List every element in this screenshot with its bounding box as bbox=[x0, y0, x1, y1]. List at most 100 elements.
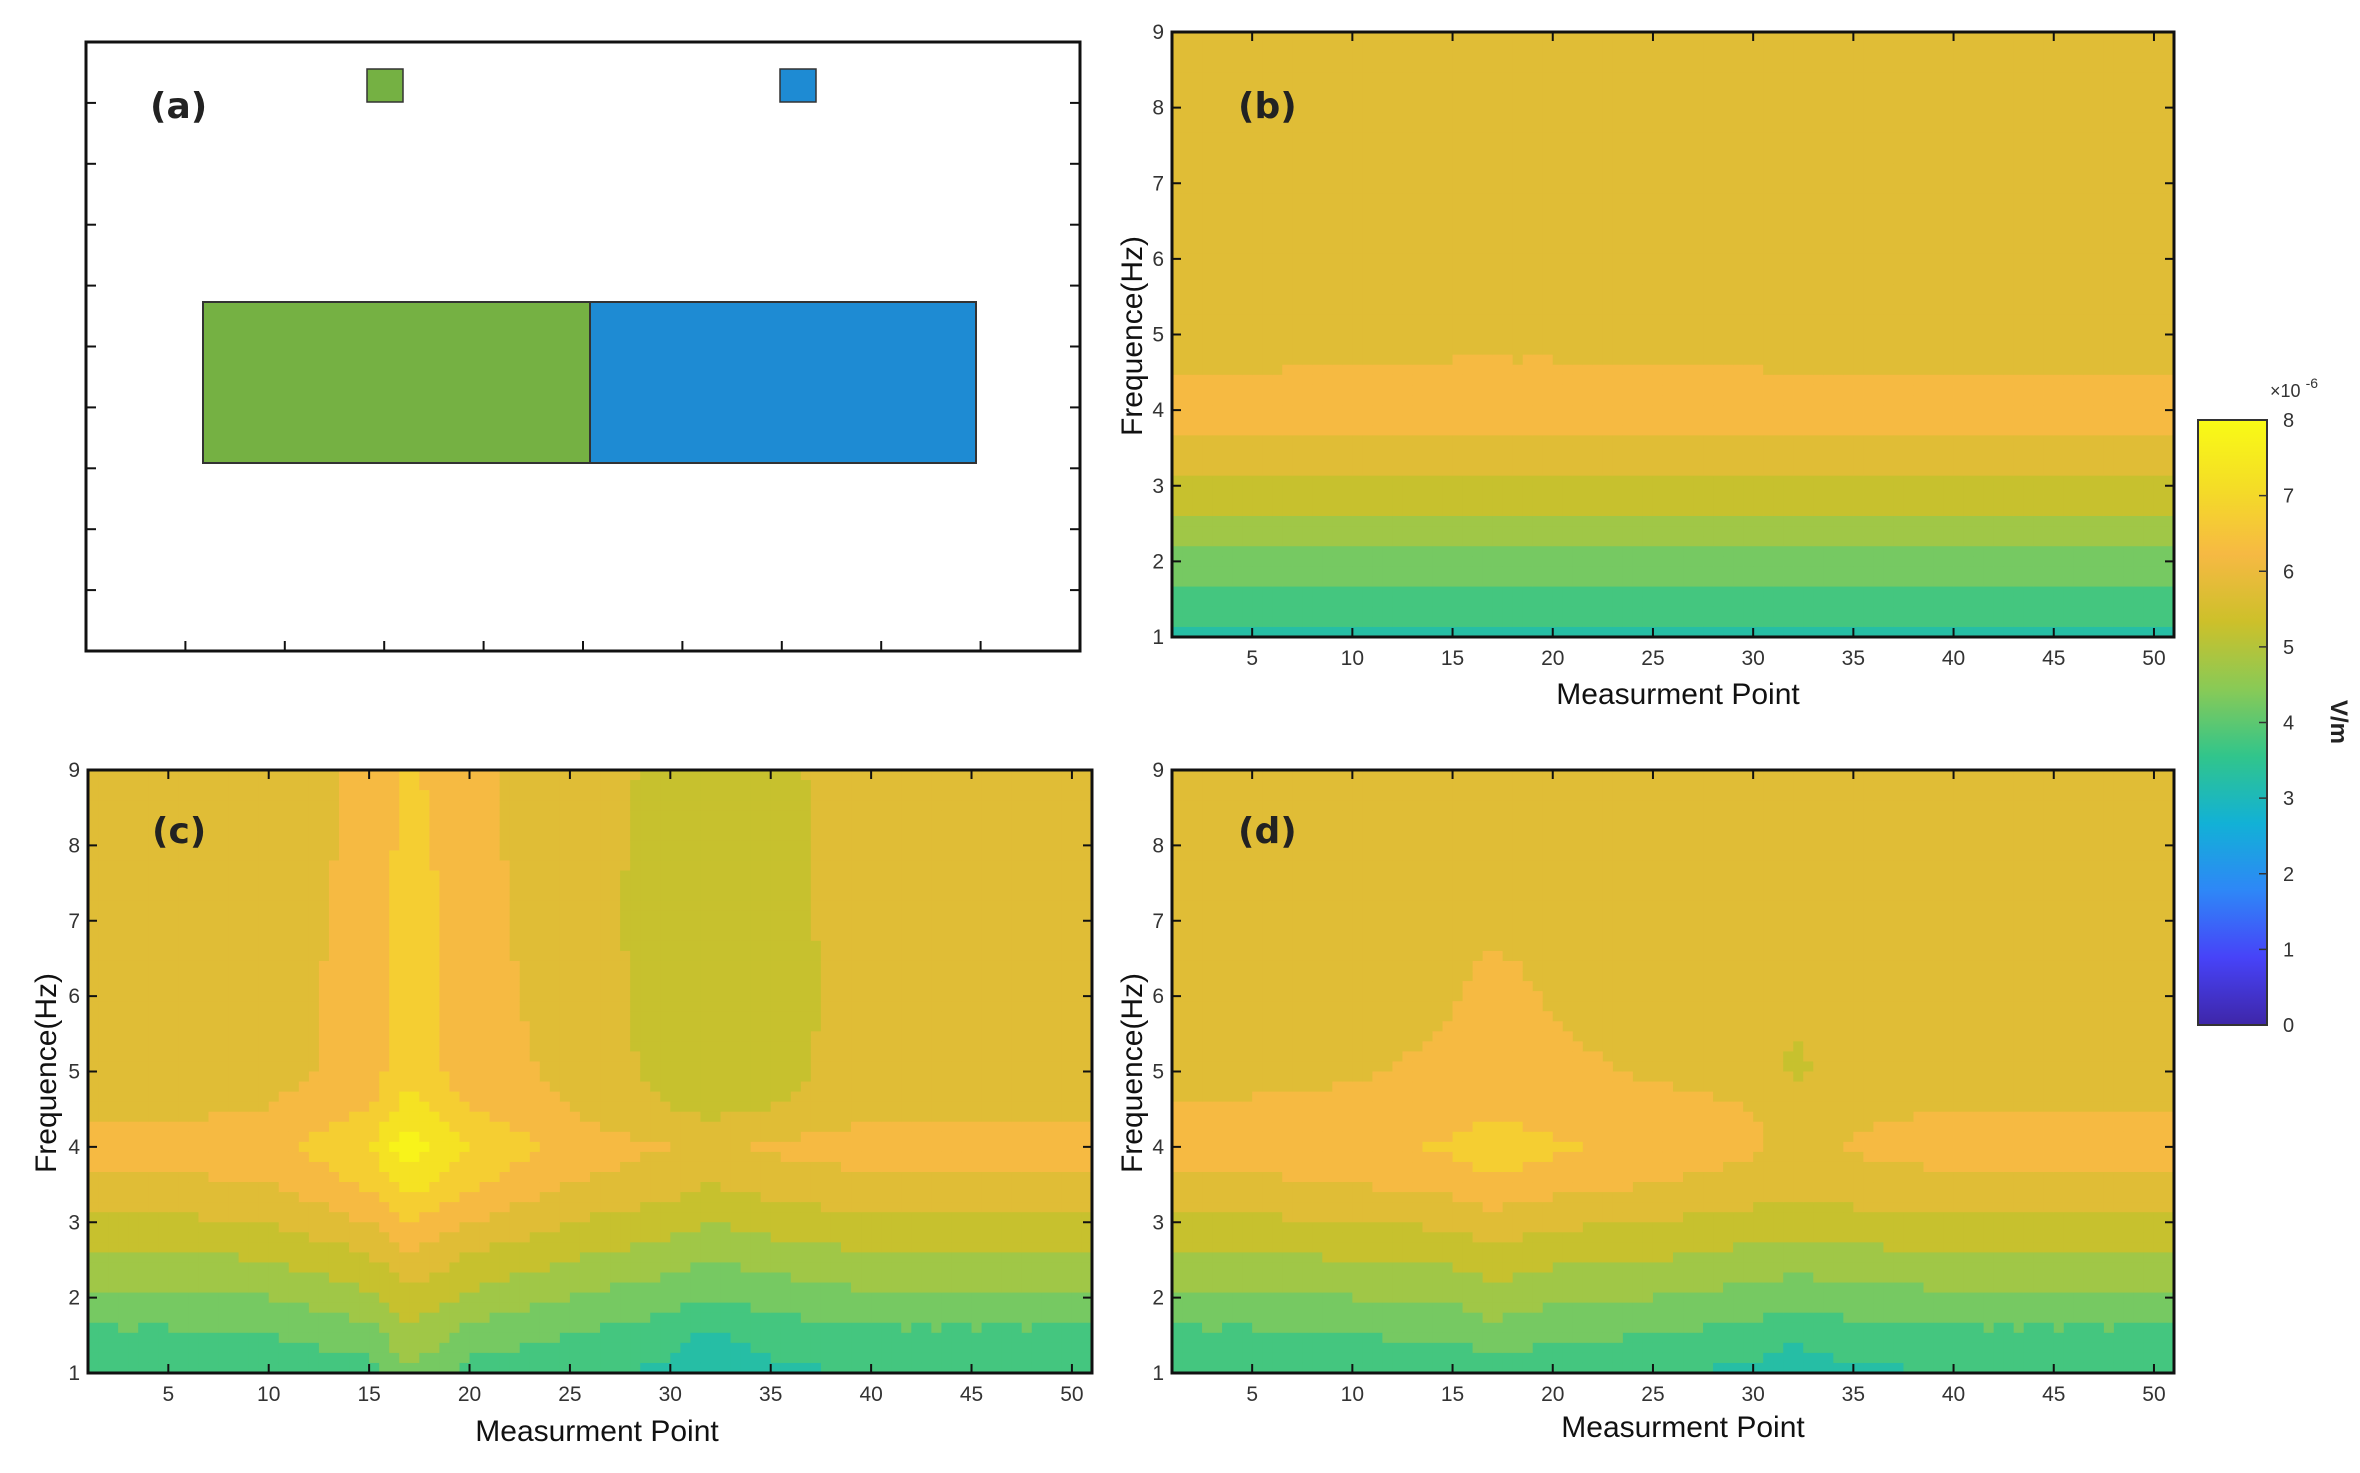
heatmap-cell bbox=[1222, 364, 1233, 376]
heatmap-cell bbox=[1572, 233, 1584, 245]
heatmap-cell bbox=[1332, 445, 1343, 457]
heatmap-cell bbox=[1863, 445, 1874, 457]
heatmap-cell bbox=[1282, 425, 1293, 436]
heatmap-cell bbox=[1212, 415, 1223, 426]
heatmap-cell bbox=[1302, 153, 1313, 164]
heatmap-cell bbox=[1332, 62, 1343, 73]
heatmap-cell bbox=[1703, 606, 1714, 618]
heatmap-cell bbox=[1863, 253, 1874, 265]
heatmap-cell bbox=[1863, 425, 1874, 436]
heatmap-cell bbox=[1292, 384, 1303, 396]
heatmap-cell bbox=[1893, 132, 1905, 144]
heatmap-cell bbox=[1873, 92, 1885, 104]
heatmap-cell bbox=[1743, 495, 1754, 507]
heatmap-cell bbox=[1462, 132, 1474, 144]
heatmap-cell bbox=[1923, 465, 1935, 477]
heatmap-cell bbox=[1412, 112, 1424, 124]
heatmap-cell bbox=[1833, 153, 1844, 164]
heatmap-cell bbox=[1683, 415, 1694, 426]
heatmap-cell bbox=[1853, 132, 1864, 144]
heatmap-cell bbox=[1913, 284, 1925, 295]
heatmap-cell bbox=[1172, 122, 1183, 134]
heatmap-cell bbox=[1773, 395, 1784, 406]
heatmap-cell bbox=[1693, 415, 1704, 426]
heatmap-cell bbox=[1322, 626, 1333, 638]
heatmap-cell bbox=[1873, 203, 1885, 215]
heatmap-cell bbox=[1993, 72, 2005, 84]
heatmap-cell bbox=[1182, 92, 1193, 104]
heatmap-cell bbox=[1632, 294, 1644, 305]
heatmap-cell bbox=[1773, 374, 1784, 386]
heatmap-cell bbox=[1272, 526, 1283, 537]
heatmap-cell bbox=[1292, 556, 1303, 568]
heatmap-cell bbox=[1632, 596, 1644, 608]
heatmap-cell bbox=[1713, 344, 1724, 356]
heatmap-cell bbox=[1973, 606, 1985, 618]
heatmap-cell bbox=[1192, 435, 1203, 447]
heatmap-cell bbox=[1622, 586, 1634, 598]
heatmap-cell bbox=[1703, 233, 1714, 245]
heatmap-cell bbox=[1512, 395, 1524, 406]
heatmap-cell bbox=[1482, 92, 1494, 104]
heatmap-cell bbox=[1673, 122, 1684, 134]
heatmap-cell bbox=[1622, 92, 1634, 104]
heatmap-cell bbox=[1903, 425, 1915, 436]
heatmap-cell bbox=[1572, 516, 1584, 527]
heatmap-cell bbox=[1502, 314, 1514, 326]
heatmap-cell bbox=[1192, 294, 1203, 305]
heatmap-cell bbox=[1482, 253, 1494, 265]
heatmap-cell bbox=[1803, 546, 1814, 557]
heatmap-cell bbox=[1172, 82, 1183, 94]
heatmap-cell bbox=[1763, 495, 1774, 507]
heatmap-cell bbox=[1793, 112, 1804, 124]
heatmap-cell bbox=[1642, 233, 1654, 245]
heatmap-cell bbox=[1803, 284, 1814, 295]
heatmap-cell bbox=[1823, 616, 1834, 628]
heatmap-cell bbox=[1182, 566, 1193, 578]
heatmap-cell bbox=[1993, 102, 2005, 114]
heatmap-cell bbox=[1192, 415, 1203, 426]
heatmap-cell bbox=[1943, 516, 1955, 527]
heatmap-cell bbox=[1362, 142, 1373, 154]
heatmap-cell bbox=[1923, 475, 1935, 487]
heatmap-cell bbox=[1823, 425, 1834, 436]
heatmap-cell bbox=[1673, 516, 1684, 527]
heatmap-cell bbox=[1983, 344, 1995, 356]
heatmap-cell bbox=[1592, 395, 1604, 406]
heatmap-cell bbox=[1632, 526, 1644, 537]
heatmap-cell bbox=[1683, 72, 1694, 84]
heatmap-cell bbox=[1512, 536, 1524, 547]
heatmap-cell bbox=[1652, 485, 1664, 497]
heatmap-cell bbox=[1933, 415, 1945, 426]
heatmap-cell bbox=[1282, 52, 1293, 63]
heatmap-cell bbox=[1362, 193, 1373, 205]
heatmap-cell bbox=[1192, 132, 1203, 144]
heatmap-cell bbox=[1522, 102, 1534, 114]
heatmap-cell bbox=[1512, 415, 1524, 426]
heatmap-cell bbox=[1933, 284, 1945, 295]
heatmap-cell bbox=[1452, 92, 1464, 104]
heatmap-cell bbox=[1442, 334, 1454, 346]
heatmap-cell bbox=[1843, 556, 1854, 568]
heatmap-cell bbox=[1873, 405, 1885, 416]
heatmap-cell bbox=[1522, 233, 1534, 245]
heatmap-cell bbox=[1352, 364, 1363, 376]
heatmap-cell bbox=[1803, 274, 1814, 285]
heatmap-cell bbox=[1883, 495, 1895, 507]
heatmap-cell bbox=[1222, 566, 1233, 578]
heatmap-cell bbox=[1723, 455, 1734, 467]
heatmap-cell bbox=[1973, 193, 1985, 205]
heatmap-cell bbox=[1542, 405, 1554, 416]
heatmap-cell bbox=[1522, 153, 1534, 164]
heatmap-cell bbox=[1532, 405, 1544, 416]
heatmap-cell bbox=[1272, 435, 1283, 447]
heatmap-cell bbox=[1292, 324, 1303, 336]
heatmap-cell bbox=[1352, 354, 1363, 366]
heatmap-cell bbox=[1542, 324, 1554, 336]
heatmap-cell bbox=[1332, 132, 1343, 144]
heatmap-cell bbox=[1562, 153, 1574, 164]
heatmap-cell bbox=[1673, 405, 1684, 416]
heatmap-cell bbox=[1833, 384, 1844, 396]
heatmap-cell bbox=[1723, 163, 1734, 174]
heatmap-cell bbox=[1683, 163, 1694, 174]
